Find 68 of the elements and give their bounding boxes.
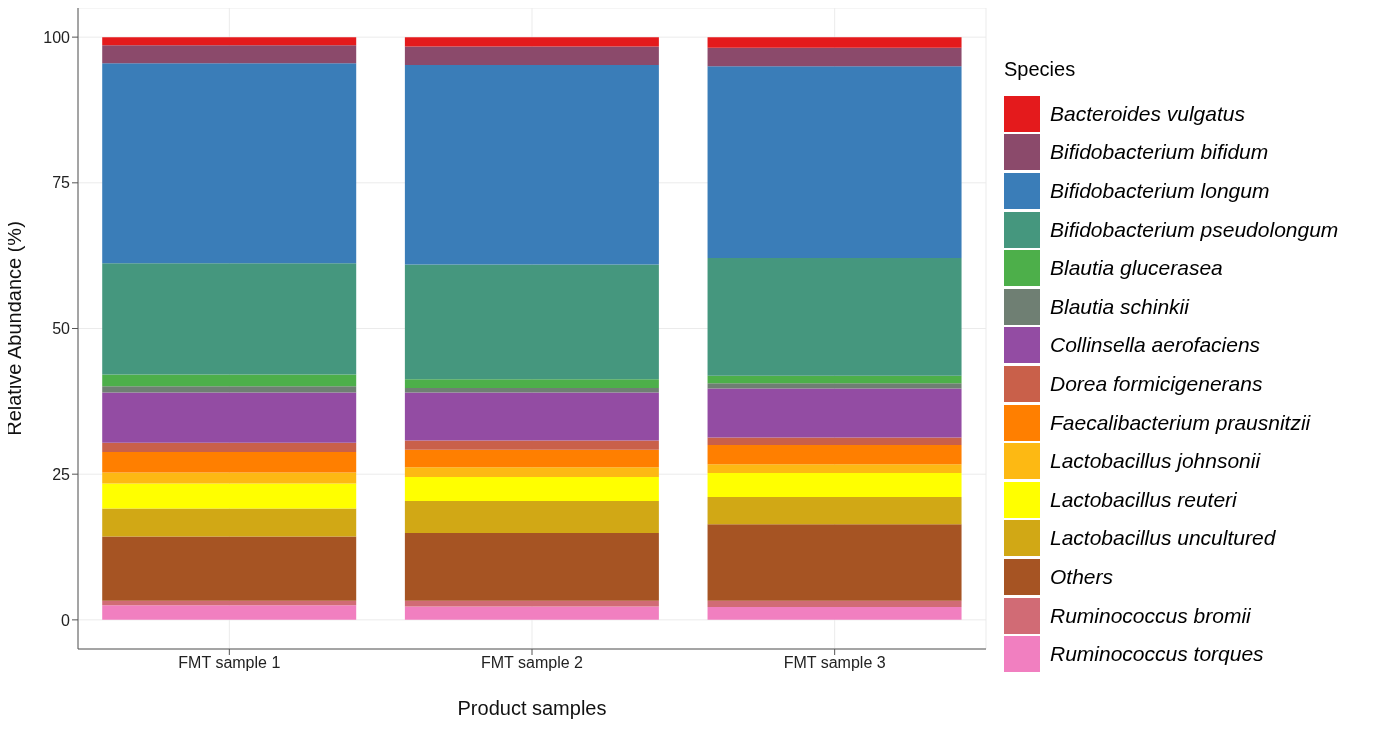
legend-label: Collinsella aerofaciens bbox=[1050, 333, 1261, 358]
bar bbox=[404, 264, 659, 380]
bar bbox=[404, 392, 659, 441]
bar bbox=[707, 496, 962, 525]
legend-label: Lactobacillus reuteri bbox=[1050, 487, 1237, 512]
legend-label: Blautia schinkii bbox=[1050, 294, 1189, 319]
bar bbox=[102, 472, 357, 484]
bar bbox=[102, 63, 357, 264]
bar bbox=[102, 483, 357, 509]
y-tick-label: 25 bbox=[52, 465, 71, 483]
bar bbox=[102, 37, 357, 46]
bar bbox=[102, 536, 357, 601]
bar bbox=[404, 440, 659, 450]
bar bbox=[102, 392, 357, 443]
bar bbox=[404, 387, 659, 393]
bar bbox=[404, 533, 659, 601]
legend-label: Faecalibacterium prausnitzii bbox=[1050, 410, 1311, 435]
y-tick-label: 75 bbox=[52, 174, 71, 192]
bar bbox=[707, 257, 962, 376]
bar bbox=[102, 263, 357, 375]
x-tick-label: FMT sample 1 bbox=[178, 654, 281, 672]
legend-title: Species bbox=[1004, 57, 1077, 81]
y-tick-label: 0 bbox=[61, 611, 71, 629]
bar bbox=[404, 65, 659, 265]
legend-label: Dorea formicigenerans bbox=[1050, 372, 1263, 396]
bar bbox=[102, 442, 357, 453]
x-tick-label: FMT sample 2 bbox=[481, 654, 584, 672]
bar bbox=[102, 374, 357, 387]
bar bbox=[707, 445, 962, 465]
bar bbox=[404, 500, 659, 534]
legend-label: Bifidobacterium pseudolongum bbox=[1050, 217, 1339, 242]
bar bbox=[102, 605, 357, 620]
bar bbox=[707, 600, 962, 608]
y-tick-label: 100 bbox=[43, 28, 71, 46]
bar bbox=[707, 383, 962, 389]
legend-label: Ruminococcus torques bbox=[1050, 642, 1264, 667]
bar bbox=[707, 437, 962, 446]
legend-label: Others bbox=[1050, 564, 1114, 589]
legend-label: Bifidobacterium bifidum bbox=[1050, 140, 1269, 165]
bar bbox=[707, 464, 962, 474]
y-tick-label: 50 bbox=[52, 320, 71, 338]
bar bbox=[404, 37, 659, 47]
legend-label: Bacteroides vulgatus bbox=[1050, 101, 1245, 126]
bar bbox=[707, 607, 962, 620]
bar bbox=[707, 47, 962, 67]
bar bbox=[102, 508, 357, 537]
bar bbox=[404, 46, 659, 66]
bar bbox=[707, 524, 962, 601]
legend-label: Ruminococcus bromii bbox=[1050, 603, 1251, 628]
bar bbox=[404, 477, 659, 501]
bar bbox=[404, 467, 659, 478]
bar bbox=[102, 45, 357, 64]
bar bbox=[707, 66, 962, 258]
bar bbox=[707, 473, 962, 497]
bar bbox=[404, 606, 659, 620]
bar bbox=[707, 388, 962, 438]
x-tick-label: FMT sample 3 bbox=[783, 654, 886, 672]
bar bbox=[102, 452, 357, 473]
legend-label: Blautia glucerasea bbox=[1050, 256, 1223, 281]
legend-label: Lactobacillus uncultured bbox=[1050, 526, 1276, 551]
bar bbox=[102, 386, 357, 393]
bar bbox=[404, 379, 659, 388]
legend-label: Lactobacillus johnsonii bbox=[1050, 449, 1261, 474]
x-axis-title: Product samples bbox=[457, 697, 607, 719]
bar bbox=[707, 375, 962, 384]
legend-label: Bifidobacterium longum bbox=[1050, 179, 1270, 204]
bar bbox=[404, 449, 659, 468]
bar bbox=[707, 37, 962, 48]
